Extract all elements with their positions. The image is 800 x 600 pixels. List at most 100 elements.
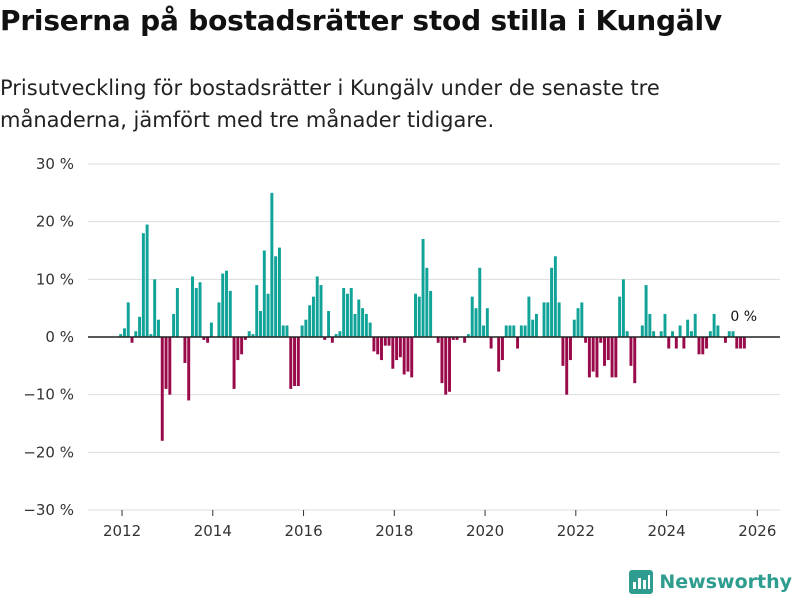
bar — [723, 337, 727, 343]
bar — [270, 192, 274, 337]
brand-logo[interactable]: Newsworthy — [629, 570, 792, 594]
bar — [542, 302, 546, 337]
x-tick-label: 2012 — [103, 522, 141, 540]
x-tick-label: 2018 — [375, 522, 413, 540]
bar — [640, 325, 644, 337]
bar — [372, 337, 376, 352]
bar — [550, 267, 554, 337]
bar — [561, 337, 565, 366]
bar — [395, 337, 399, 361]
bar — [693, 313, 697, 337]
bar — [262, 250, 266, 337]
bar — [194, 287, 198, 337]
bar — [289, 337, 293, 389]
bar — [209, 322, 213, 337]
bar — [247, 331, 251, 337]
bar — [512, 325, 516, 337]
chart-title: Priserna på bostadsrätter stod stilla i … — [0, 4, 722, 37]
bar — [330, 337, 334, 343]
bar — [644, 285, 648, 337]
bar — [417, 296, 421, 337]
bar — [652, 331, 656, 337]
bar — [406, 337, 410, 372]
y-tick-label: 30 % — [36, 155, 74, 173]
bar — [311, 296, 315, 337]
bar — [308, 305, 312, 337]
bar — [663, 313, 667, 337]
bar — [232, 337, 236, 389]
chart-subtitle: Prisutveckling för bostadsrätter i Kungä… — [0, 76, 660, 132]
bar — [281, 325, 285, 337]
bar — [565, 337, 569, 395]
bar — [478, 267, 482, 337]
bar — [618, 296, 622, 337]
bar — [527, 296, 531, 337]
bar — [126, 302, 130, 337]
bar — [701, 337, 705, 355]
bar — [485, 308, 489, 337]
bar — [444, 337, 448, 395]
bar — [500, 337, 504, 361]
bar — [157, 319, 160, 337]
bar — [705, 337, 709, 349]
x-tick-label: 2024 — [647, 522, 685, 540]
bar — [414, 293, 417, 337]
bar — [686, 319, 690, 337]
x-tick-label: 2014 — [194, 522, 232, 540]
bar — [380, 337, 383, 361]
bar — [621, 279, 625, 337]
bar — [164, 337, 168, 389]
bar — [160, 337, 164, 441]
bar — [315, 276, 319, 337]
y-axis: 30 % 20 % 10 % 0 % −10 % −20 % −30 % — [23, 155, 74, 519]
bar — [576, 308, 580, 337]
bar — [466, 334, 470, 337]
y-tick-label: −10 % — [23, 386, 74, 404]
bar — [145, 224, 149, 337]
bar — [421, 238, 425, 337]
bar — [606, 337, 610, 361]
bar — [410, 337, 414, 378]
bar — [255, 285, 259, 337]
bar — [119, 334, 123, 337]
bar — [648, 313, 652, 337]
bar — [599, 337, 603, 343]
bar — [603, 337, 606, 366]
bar — [497, 337, 501, 372]
bar — [569, 337, 572, 361]
latest-value-annotation: 0 % — [730, 309, 757, 325]
bar — [455, 337, 459, 340]
bar — [671, 331, 675, 337]
bar — [689, 331, 693, 337]
newsworthy-logo-icon — [629, 570, 654, 594]
bar — [243, 337, 247, 340]
bar — [708, 331, 712, 337]
bar — [251, 334, 255, 337]
bar — [463, 337, 467, 343]
bar — [153, 279, 157, 337]
bar — [584, 337, 588, 343]
bar — [338, 331, 342, 337]
bar — [296, 337, 300, 387]
bar — [293, 337, 297, 387]
bar — [678, 325, 682, 337]
bar — [217, 302, 221, 337]
bar — [349, 287, 353, 337]
y-tick-label: −20 % — [23, 443, 74, 461]
bar — [519, 325, 523, 337]
bar — [130, 337, 134, 343]
x-tick-label: 2026 — [738, 522, 776, 540]
bar — [345, 293, 349, 337]
bar — [482, 325, 486, 337]
bar — [398, 337, 402, 358]
bar — [149, 334, 153, 337]
bar — [712, 313, 716, 337]
x-tick-label: 2022 — [557, 522, 595, 540]
y-tick-label: 0 % — [45, 328, 74, 346]
gridlines — [88, 163, 780, 511]
bar — [221, 273, 225, 337]
bar — [674, 337, 678, 349]
bar — [557, 302, 561, 337]
bar — [742, 337, 746, 349]
